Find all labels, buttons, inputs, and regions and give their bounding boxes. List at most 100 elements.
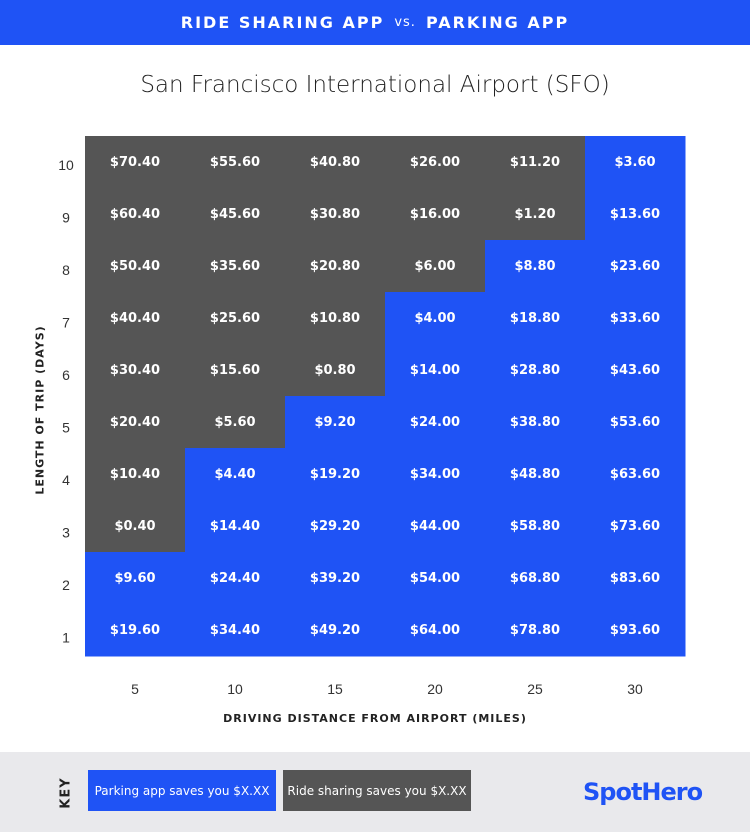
heatmap-cell — [285, 136, 386, 189]
y-tick-label: 1 — [62, 630, 70, 646]
cell-value-label: $4.40 — [214, 467, 255, 482]
cell-value-label: $70.40 — [110, 155, 160, 170]
x-tick-label: 30 — [627, 681, 643, 697]
heatmap-cell — [585, 136, 686, 189]
cell-value-label: $8.80 — [514, 259, 555, 274]
cell-value-label: $58.80 — [510, 519, 560, 534]
cell-value-label: $63.60 — [610, 467, 660, 482]
x-tick-label: 15 — [327, 681, 343, 697]
heatmap-cell — [85, 448, 186, 501]
heatmap-cell — [385, 240, 486, 293]
cell-value-label: $24.00 — [410, 415, 460, 430]
cell-value-label: $23.60 — [610, 259, 660, 274]
cell-value-label: $30.80 — [310, 207, 360, 222]
cell-value-label: $6.00 — [414, 259, 455, 274]
cell-value-label: $11.20 — [510, 155, 560, 170]
heatmap-cell — [185, 136, 286, 189]
cell-value-label: $39.20 — [310, 571, 360, 586]
cell-value-label: $29.20 — [310, 519, 360, 534]
heatmap-cell — [285, 552, 386, 605]
cell-value-label: $73.60 — [610, 519, 660, 534]
heatmap-cell — [585, 552, 686, 605]
heatmap-cell — [85, 136, 186, 189]
cell-value-label: $10.80 — [310, 311, 360, 326]
key-ride-swatch: Ride sharing saves you $X.XX — [283, 770, 471, 811]
cell-value-label: $3.60 — [614, 155, 655, 170]
heatmap-cell — [285, 240, 386, 293]
cell-value-label: $19.60 — [110, 623, 160, 638]
cell-value-label: $64.00 — [410, 623, 460, 638]
cell-value-label: $10.40 — [110, 467, 160, 482]
cell-value-label: $18.80 — [510, 311, 560, 326]
heatmap-cell — [85, 344, 186, 397]
heatmap-cell — [485, 396, 586, 449]
heatmap-cell — [185, 448, 286, 501]
heatmap-cell — [285, 292, 386, 345]
cell-value-label: $45.60 — [210, 207, 260, 222]
heatmap-cell — [385, 292, 486, 345]
cell-value-label: $5.60 — [214, 415, 255, 430]
cell-value-label: $44.00 — [410, 519, 460, 534]
x-tick-label: 25 — [527, 681, 543, 697]
cell-value-label: $20.80 — [310, 259, 360, 274]
key-label: KEY — [58, 777, 74, 809]
cell-value-label: $9.60 — [114, 571, 155, 586]
heatmap-cell — [585, 396, 686, 449]
cell-value-label: $1.20 — [514, 207, 555, 222]
cell-value-label: $35.60 — [210, 259, 260, 274]
heatmap-cell — [385, 552, 486, 605]
cell-value-label: $54.00 — [410, 571, 460, 586]
y-tick-label: 4 — [62, 472, 70, 488]
heatmap-cell — [485, 188, 586, 241]
heatmap-cell — [485, 240, 586, 293]
logo-text: SpotHero — [583, 778, 703, 806]
y-tick-label: 5 — [62, 420, 70, 436]
cell-value-label: $34.40 — [210, 623, 260, 638]
heatmap-cell — [485, 552, 586, 605]
cell-value-label: $48.80 — [510, 467, 560, 482]
cell-value-label: $83.60 — [610, 571, 660, 586]
cell-value-label: $53.60 — [610, 415, 660, 430]
heatmap-cell — [85, 240, 186, 293]
cell-value-label: $60.40 — [110, 207, 160, 222]
cell-value-label: $16.00 — [410, 207, 460, 222]
y-tick-label: 2 — [62, 577, 70, 593]
key-ride-text: Ride sharing saves you $X.XX — [287, 783, 467, 798]
heatmap-cell — [585, 448, 686, 501]
cell-value-label: $15.60 — [210, 363, 260, 378]
heatmap-cell — [385, 604, 486, 657]
cell-value-label: $19.20 — [310, 467, 360, 482]
heatmap-cell — [85, 552, 186, 605]
header-left: RIDE SHARING APP — [180, 13, 385, 32]
heatmap-cell — [485, 292, 586, 345]
cell-value-label: $78.80 — [510, 623, 560, 638]
x-axis-label: DRIVING DISTANCE FROM AIRPORT (MILES) — [223, 712, 527, 725]
cell-value-label: $13.60 — [610, 207, 660, 222]
heatmap-cell — [285, 188, 386, 241]
heatmap-cell — [285, 500, 386, 553]
heatmap-cell — [185, 604, 286, 657]
heatmap-cell — [185, 188, 286, 241]
heatmap-cell — [185, 240, 286, 293]
cell-value-label: $40.40 — [110, 311, 160, 326]
cell-value-label: $40.80 — [310, 155, 360, 170]
heatmap-cell — [585, 500, 686, 553]
x-tick-label: 10 — [227, 681, 243, 697]
key-parking-text: Parking app saves you $X.XX — [94, 783, 270, 798]
key-parking-swatch: Parking app saves you $X.XX — [88, 770, 276, 811]
heatmap-cell — [585, 292, 686, 345]
heatmap-cell — [485, 448, 586, 501]
cell-value-label: $14.00 — [410, 363, 460, 378]
heatmap-cell — [185, 500, 286, 553]
y-tick-label: 6 — [62, 367, 70, 383]
y-axis-label: LENGTH OF TRIP (DAYS) — [33, 325, 47, 495]
heatmap-chart: $70.40 $55.60 $40.80 $26.00 $11.20 $3.60 $60.4… — [58, 136, 686, 697]
heatmap-cell — [85, 292, 186, 345]
heatmap-cell — [285, 344, 386, 397]
cell-value-label: $4.00 — [414, 311, 455, 326]
heatmap-cell — [485, 344, 586, 397]
heatmap-cell — [385, 448, 486, 501]
cell-value-label: $34.00 — [410, 467, 460, 482]
x-tick-label: 20 — [427, 681, 443, 697]
heatmap-cell — [285, 604, 386, 657]
